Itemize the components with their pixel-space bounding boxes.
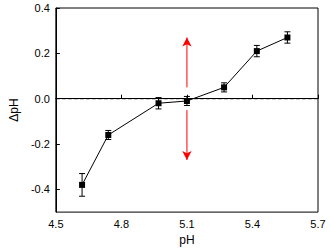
svg-text:5.4: 5.4 [245,218,260,230]
svg-text:-0.2: -0.2 [31,138,50,150]
svg-text:0.2: 0.2 [35,47,50,59]
svg-text:5.7: 5.7 [310,218,325,230]
svg-text:4.5: 4.5 [48,218,63,230]
svg-text:0.4: 0.4 [35,2,50,14]
svg-text:4.8: 4.8 [114,218,129,230]
svg-text:pH: pH [179,233,194,247]
svg-text:ΔpH: ΔpH [7,98,21,121]
svg-text:0.0: 0.0 [35,93,50,105]
svg-text:-0.4: -0.4 [31,183,50,195]
svg-text:5.1: 5.1 [179,218,194,230]
